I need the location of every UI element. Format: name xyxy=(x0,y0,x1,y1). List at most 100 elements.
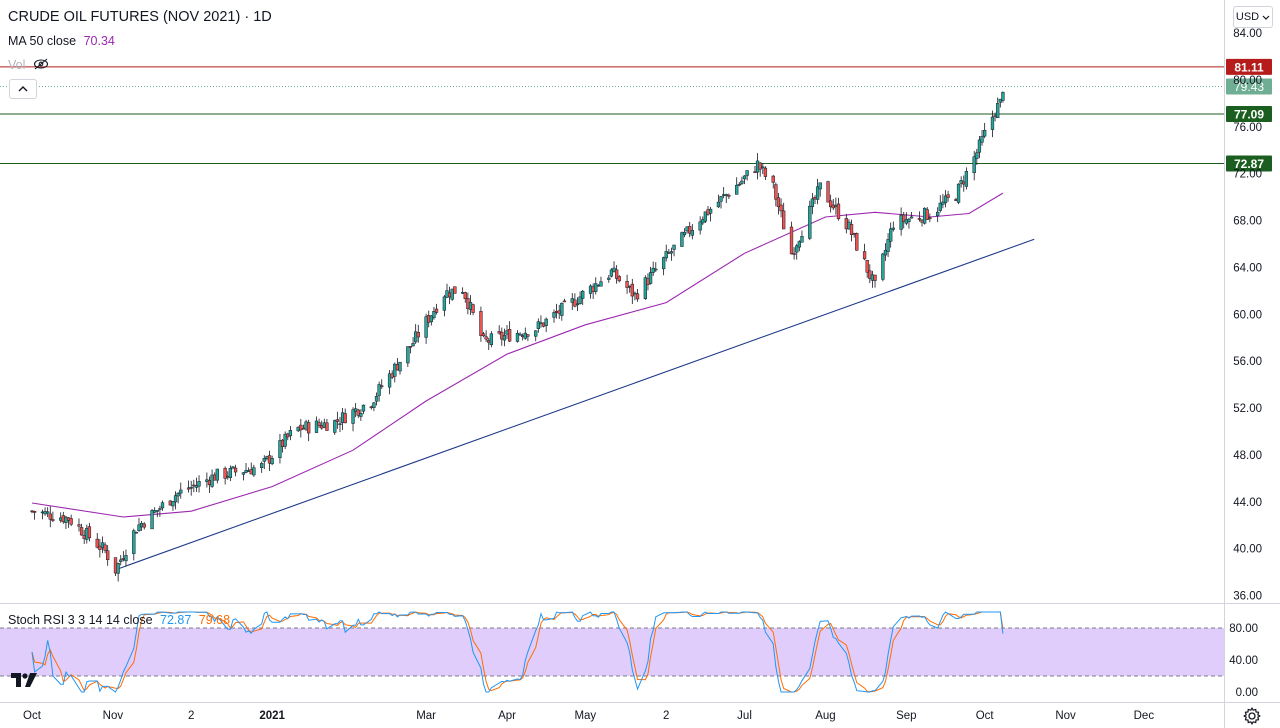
candle-body xyxy=(325,422,329,431)
candle-body xyxy=(453,286,457,294)
horizontal-levels: 81.11 77.09 72.87 79.43 xyxy=(0,58,1272,172)
candle-body xyxy=(983,129,987,137)
time-label: 2021 xyxy=(259,710,285,722)
candle-body xyxy=(703,211,708,222)
candle-body xyxy=(599,281,603,287)
time-label: Dec xyxy=(1134,710,1155,722)
level-tag xyxy=(1226,105,1272,122)
level-label: 72.87 xyxy=(1234,157,1264,171)
candle-body xyxy=(990,116,995,130)
candle-body xyxy=(215,468,219,481)
candle-body xyxy=(119,559,123,562)
candle-body xyxy=(899,214,903,230)
candle-body xyxy=(886,239,890,252)
candle-body xyxy=(609,269,614,277)
candle-body xyxy=(51,519,55,521)
candle-body xyxy=(179,489,183,494)
candle-body xyxy=(761,166,765,169)
gear-icon[interactable] xyxy=(1242,706,1262,726)
time-label: 2 xyxy=(188,710,194,722)
candle-body xyxy=(795,245,799,253)
candle-body xyxy=(210,474,214,487)
ma-legend[interactable]: MA 50 close 70.34 xyxy=(8,34,115,48)
candle-body xyxy=(356,409,360,416)
last-price-tag xyxy=(1226,78,1272,95)
candle-body xyxy=(48,513,52,520)
candle-body xyxy=(917,218,922,220)
candle-body xyxy=(189,487,193,489)
candle-body xyxy=(317,422,321,426)
candle-body xyxy=(776,197,781,208)
time-label: Nov xyxy=(103,710,124,722)
candle-body xyxy=(735,184,739,195)
candle-body xyxy=(782,210,786,230)
eye-crossed-icon[interactable] xyxy=(33,58,49,70)
tradingview-logo-icon[interactable] xyxy=(9,668,39,692)
price-tick-label: 44.00 xyxy=(1233,497,1262,509)
volume-legend[interactable]: Vol xyxy=(8,58,49,72)
candle-body xyxy=(46,511,50,514)
level-tag xyxy=(1226,58,1272,75)
candle-body xyxy=(158,508,162,510)
candle-body xyxy=(774,184,778,200)
collapse-legend-button[interactable] xyxy=(9,79,37,99)
candle-body xyxy=(789,226,794,255)
candle-body xyxy=(763,167,768,177)
candle-body xyxy=(680,232,684,247)
candle-body xyxy=(288,430,293,437)
stoch-k-line xyxy=(31,611,1004,693)
price-tick-label: 60.00 xyxy=(1233,309,1262,321)
stoch-tick-label: 0.00 xyxy=(1236,687,1258,699)
candle-body xyxy=(902,214,906,222)
candle-body xyxy=(928,217,932,220)
candle-body xyxy=(625,281,629,288)
candle-body xyxy=(252,467,256,476)
time-label: Apr xyxy=(498,710,516,722)
candle-body xyxy=(351,409,355,424)
candle-body xyxy=(758,162,762,170)
candle-body xyxy=(270,457,274,465)
candle-body xyxy=(808,205,812,239)
candle-body xyxy=(643,277,648,299)
candle-body xyxy=(299,424,303,431)
stoch-legend[interactable]: Stoch RSI 3 3 14 14 close 72.87 79.68 xyxy=(8,613,230,627)
candle-body xyxy=(283,433,287,447)
candle-body xyxy=(137,524,141,531)
candle-body xyxy=(977,139,982,153)
candle-body xyxy=(865,260,869,273)
candle-body xyxy=(630,283,634,297)
candle-body xyxy=(228,467,233,478)
candle-body xyxy=(573,299,577,307)
candle-body xyxy=(578,296,582,304)
candle-body xyxy=(361,404,366,412)
candle-body xyxy=(651,267,655,273)
time-label: Oct xyxy=(23,710,42,722)
candle-body xyxy=(836,203,841,220)
candle-body xyxy=(479,311,483,336)
candle-body xyxy=(69,518,73,525)
time-label: Nov xyxy=(1055,710,1076,722)
candle-body xyxy=(648,272,653,284)
candle-body xyxy=(343,413,347,424)
candle-body xyxy=(233,467,238,473)
candle-body xyxy=(698,221,702,231)
candle-body xyxy=(907,218,911,223)
stoch-k-value: 72.87 xyxy=(160,613,192,627)
candle-body xyxy=(79,527,84,536)
time-label: Sep xyxy=(896,710,916,722)
vol-label: Vol xyxy=(8,58,26,72)
candle-body xyxy=(406,346,410,364)
candle-body xyxy=(552,312,556,318)
candle-body xyxy=(956,183,961,203)
time-label: 2 xyxy=(663,710,669,722)
chevron-down-icon xyxy=(1262,15,1270,20)
candle-body xyxy=(938,202,942,211)
candle-body xyxy=(617,276,621,282)
candle-body xyxy=(132,530,136,554)
currency-selector[interactable]: USD xyxy=(1233,6,1273,28)
price-tick-label: 72.00 xyxy=(1233,169,1262,181)
candle-body xyxy=(635,293,640,300)
candle-body xyxy=(398,361,402,372)
